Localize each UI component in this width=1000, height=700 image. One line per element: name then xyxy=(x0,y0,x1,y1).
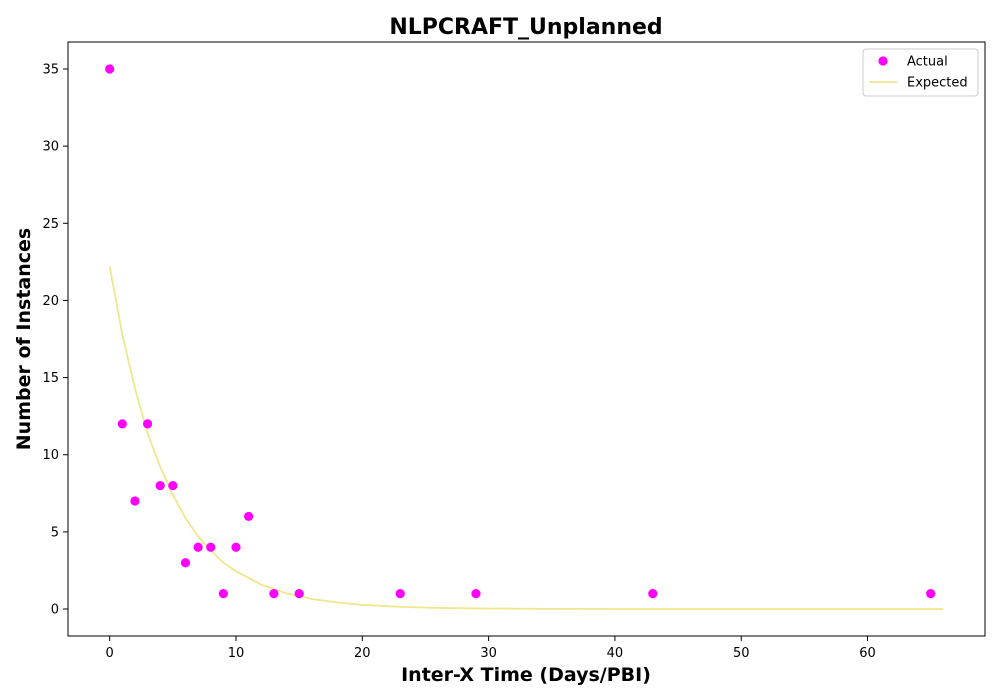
actual-data-point xyxy=(471,588,481,599)
y-tick-label: 10 xyxy=(42,448,59,463)
plot-frame xyxy=(67,41,986,637)
x-tick-label: 30 xyxy=(480,646,497,661)
actual-data-point xyxy=(218,588,228,599)
actual-data-point xyxy=(180,558,191,568)
y-tick-label: 15 xyxy=(42,371,59,386)
legend-box xyxy=(862,48,979,97)
actual-data-point xyxy=(269,588,279,599)
legend-label: Expected xyxy=(907,76,968,91)
x-axis-label: Inter-X Time (Days/PBI) xyxy=(401,664,651,686)
actual-data-point xyxy=(206,542,216,552)
chart-title: NLPCRAFT_Unplanned xyxy=(389,15,662,40)
y-tick-label: 20 xyxy=(42,294,59,309)
actual-data-point xyxy=(142,419,153,429)
x-tick-label: 40 xyxy=(607,646,624,661)
actual-data-point xyxy=(168,480,178,491)
y-tick-label: 35 xyxy=(42,63,59,78)
y-axis-label: Number of Instances xyxy=(13,228,35,450)
y-tick-label: 30 xyxy=(42,140,59,155)
actual-data-point xyxy=(294,588,304,599)
actual-data-point xyxy=(244,511,254,522)
actual-data-point xyxy=(395,588,405,599)
actual-data-point xyxy=(926,588,936,599)
actual-data-point xyxy=(105,64,115,74)
actual-data-point xyxy=(648,588,658,599)
x-tick-label: 10 xyxy=(228,646,245,661)
actual-data-point xyxy=(155,480,165,491)
x-tick-label: 0 xyxy=(106,646,114,661)
actual-data-point xyxy=(193,542,203,552)
x-tick-label: 20 xyxy=(354,646,371,661)
y-tick-label: 25 xyxy=(42,217,59,232)
x-tick-label: 50 xyxy=(733,646,750,661)
y-tick-label: 5 xyxy=(51,525,59,540)
legend-marker-actual xyxy=(878,56,888,66)
expected-series-line xyxy=(108,266,944,610)
y-tick-label: 0 xyxy=(51,603,59,618)
legend-label: Actual xyxy=(907,55,948,70)
actual-data-point xyxy=(130,496,140,506)
plot-area: 0 10 20 30 40 50 60 0 5 10 15 20 25 30 35 xyxy=(42,41,986,661)
x-tick-label: 60 xyxy=(859,646,876,661)
actual-data-point xyxy=(231,542,241,552)
legend: Actual Expected xyxy=(862,48,979,97)
actual-data-point xyxy=(117,419,127,429)
